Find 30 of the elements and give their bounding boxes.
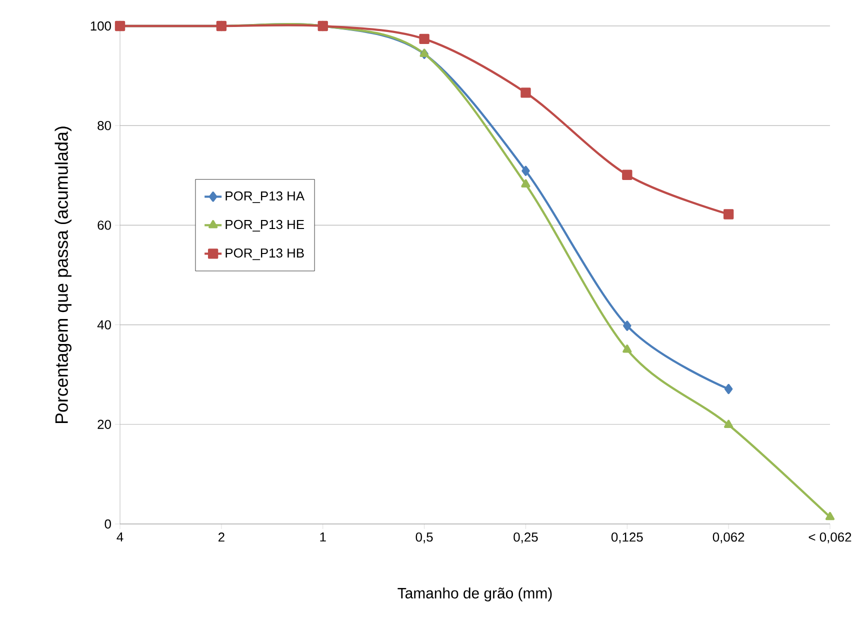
x-tick-label: < 0,062 [808, 532, 852, 544]
y-tick-label: 20 [98, 420, 111, 429]
legend-label: POR_P13 HA [226, 191, 305, 204]
y-axis-title: Porcentagem que passa (acumulada) [54, 126, 72, 424]
x-tick-label: 0,5 [416, 532, 433, 544]
point [622, 170, 632, 180]
x-tick-label: 0,25 [514, 532, 538, 544]
point [825, 512, 835, 520]
legend-label: POR_P13 HE [226, 220, 304, 232]
point [520, 88, 531, 98]
point [723, 209, 734, 220]
point [521, 179, 530, 188]
y-tick-label: 60 [98, 220, 111, 230]
y-tick-label: 100 [90, 21, 111, 31]
y-tick-label: 0 [104, 519, 111, 529]
x-tick-label: 0,125 [611, 532, 643, 544]
legend-label: POR_P13 HB [226, 248, 304, 260]
point [419, 34, 430, 44]
y-tick-label: 40 [97, 320, 111, 330]
point [724, 384, 733, 394]
point [724, 420, 734, 428]
point [622, 344, 632, 353]
point [522, 166, 530, 176]
x-tick-label: 4 [116, 532, 124, 542]
x-axis-title: Tamanho de grão (mm) [398, 588, 552, 602]
point [623, 320, 632, 331]
x-tick-label: 1 [320, 532, 326, 542]
x-tick-label: 2 [218, 532, 224, 542]
x-tick-label: 0,062 [712, 532, 744, 544]
y-tick-label: 80 [98, 120, 111, 130]
